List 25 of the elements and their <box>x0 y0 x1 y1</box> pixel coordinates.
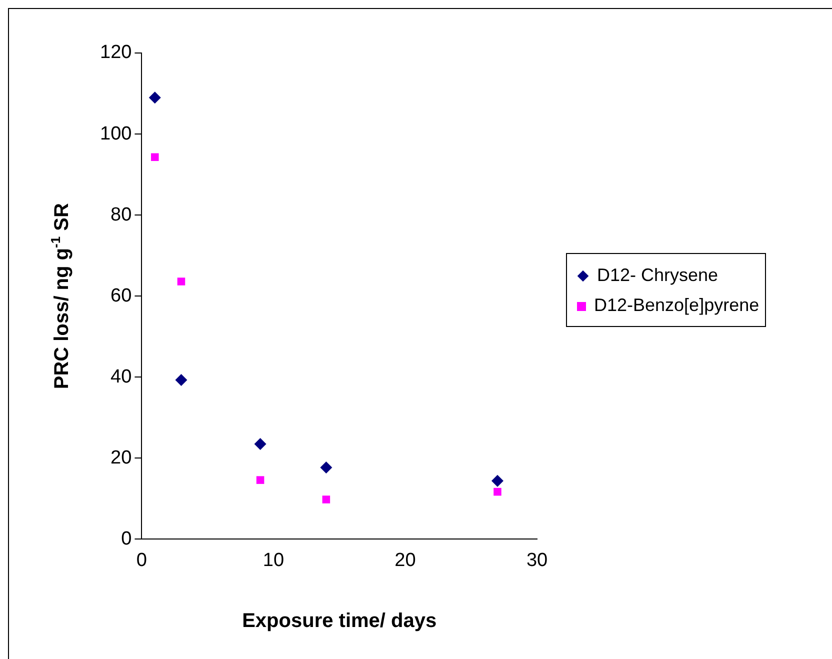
point <box>491 474 504 487</box>
y-tick-label: 60 <box>110 285 132 306</box>
y-tick-label: 40 <box>110 366 132 388</box>
x-axis-title: Exposure time/ days <box>242 610 437 632</box>
y-tick-label: 120 <box>100 42 132 64</box>
legend-label: D12- Chrysene <box>597 265 718 285</box>
y-axis-title: PRC loss/ ng g-1 SR <box>48 202 73 390</box>
x-tick-label: 0 <box>136 550 147 571</box>
legend-label: D12-Benzo[e]pyrene <box>594 295 760 315</box>
point <box>177 278 186 286</box>
point <box>254 438 266 450</box>
point <box>320 461 332 474</box>
x-tick-label: 20 <box>394 550 416 571</box>
point <box>256 476 264 484</box>
y-tick-label: 20 <box>110 447 132 468</box>
y-tick-label: 0 <box>121 528 132 550</box>
y-tick-label: 100 <box>100 123 132 144</box>
x-tick-label: 10 <box>262 550 284 571</box>
point <box>494 488 502 496</box>
x-tick-label: 30 <box>526 550 548 571</box>
point <box>175 374 188 386</box>
point <box>150 153 159 162</box>
y-tick-label: 80 <box>110 204 132 226</box>
point <box>148 92 161 104</box>
point <box>322 496 330 504</box>
